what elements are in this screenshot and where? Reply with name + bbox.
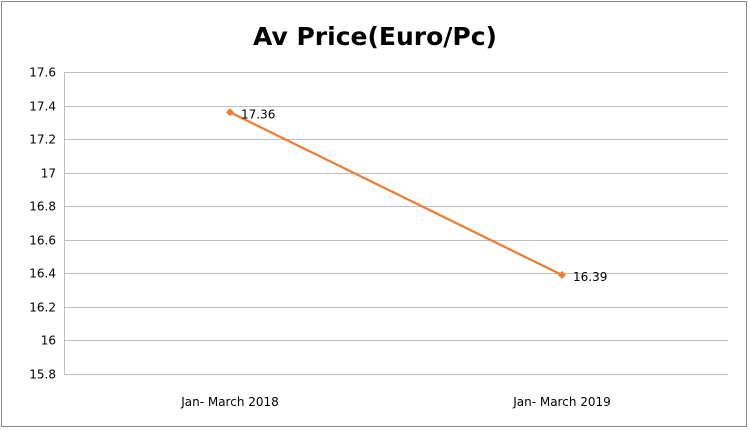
x-category-label: Jan- March 2019 (512, 395, 611, 409)
gridlines (64, 72, 728, 375)
y-tick-label: 16.6 (29, 234, 56, 248)
data-label: 17.36 (241, 107, 275, 121)
data-point-marker (558, 271, 566, 280)
y-tick-label: 17.2 (29, 133, 56, 147)
y-tick-label: 16.2 (29, 301, 56, 315)
chart-title: Av Price(Euro/Pc) (253, 22, 497, 51)
y-tick-label: 17 (41, 167, 56, 181)
data-labels: 17.36 16.39 (241, 107, 607, 284)
y-axis-tick-labels: 15.8 16 16.2 16.4 16.6 16.8 17 17.2 17.4 17.6 (29, 66, 56, 382)
y-tick-label: 17.4 (29, 100, 56, 114)
y-tick-label: 16 (41, 334, 56, 348)
series-line (229, 111, 563, 277)
x-category-label: Jan- March 2018 (180, 395, 279, 409)
series-layer (226, 108, 566, 280)
data-label: 16.39 (573, 270, 607, 284)
y-tick-label: 15.8 (29, 368, 56, 382)
data-point-marker (226, 108, 234, 117)
y-tick-label: 17.6 (29, 66, 56, 80)
y-tick-label: 16.4 (29, 267, 56, 281)
x-axis-category-labels: Jan- March 2018 Jan- March 2019 (180, 395, 611, 409)
y-tick-label: 16.8 (29, 200, 56, 214)
